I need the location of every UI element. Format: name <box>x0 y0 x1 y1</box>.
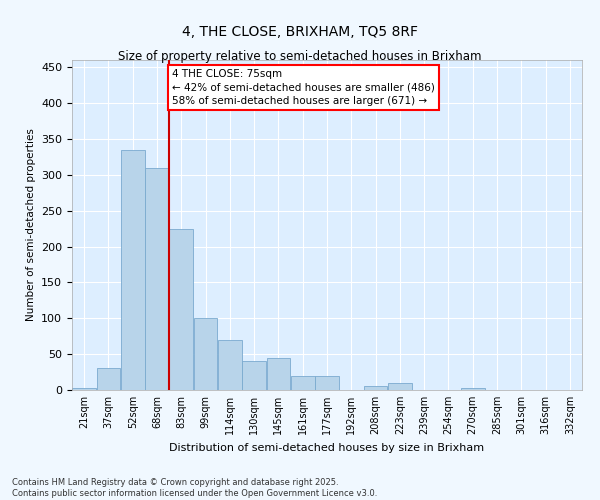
Bar <box>72 388 96 390</box>
Bar <box>388 383 412 390</box>
Text: Contains HM Land Registry data © Crown copyright and database right 2025.
Contai: Contains HM Land Registry data © Crown c… <box>12 478 377 498</box>
Text: Size of property relative to semi-detached houses in Brixham: Size of property relative to semi-detach… <box>118 50 482 63</box>
Text: 4, THE CLOSE, BRIXHAM, TQ5 8RF: 4, THE CLOSE, BRIXHAM, TQ5 8RF <box>182 25 418 39</box>
X-axis label: Distribution of semi-detached houses by size in Brixham: Distribution of semi-detached houses by … <box>169 442 485 452</box>
Bar <box>194 318 217 390</box>
Bar <box>266 358 290 390</box>
Y-axis label: Number of semi-detached properties: Number of semi-detached properties <box>26 128 35 322</box>
Bar <box>242 362 266 390</box>
Bar <box>315 376 339 390</box>
Bar <box>145 168 169 390</box>
Bar <box>97 368 121 390</box>
Text: 4 THE CLOSE: 75sqm
← 42% of semi-detached houses are smaller (486)
58% of semi-d: 4 THE CLOSE: 75sqm ← 42% of semi-detache… <box>172 70 435 106</box>
Bar <box>121 150 145 390</box>
Bar <box>169 228 193 390</box>
Bar <box>291 376 314 390</box>
Bar <box>364 386 388 390</box>
Bar <box>218 340 242 390</box>
Bar <box>461 388 485 390</box>
